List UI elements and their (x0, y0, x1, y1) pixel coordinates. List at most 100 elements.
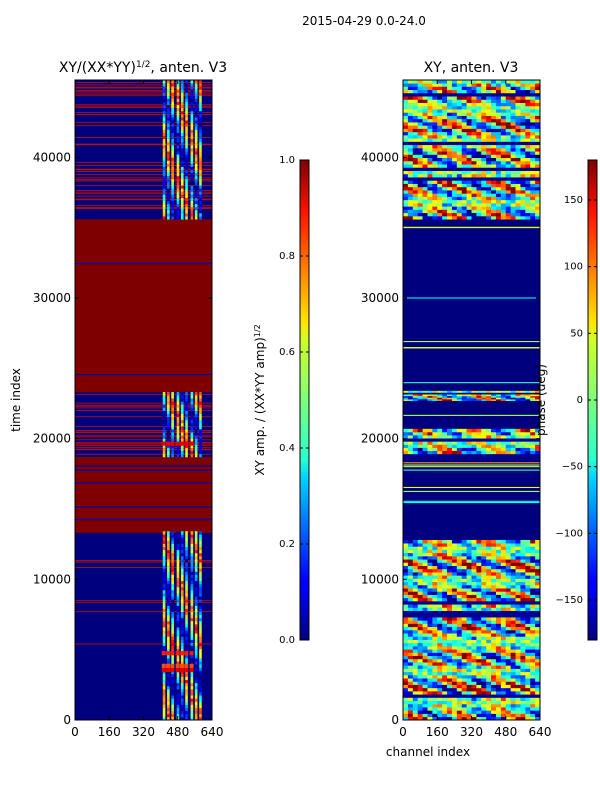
phase-cell (505, 164, 511, 168)
channel-cell (176, 419, 180, 424)
phase-cell (510, 453, 516, 458)
phase-cell (505, 543, 511, 547)
phase-cell (437, 713, 443, 718)
channel-cell (185, 562, 188, 566)
phase-cell (476, 450, 482, 455)
phase-cell (417, 629, 423, 634)
channel-cell (167, 95, 170, 99)
channel-cell (194, 129, 198, 133)
colorbar-tick-label: 1.0 (279, 155, 295, 166)
channel-cell (180, 689, 184, 693)
phase-cell (456, 549, 463, 554)
phase-cell (500, 450, 507, 455)
phase-cell (432, 716, 438, 720)
phase-cell (451, 390, 458, 393)
channel-cell (176, 704, 180, 708)
phase-cell (466, 636, 472, 640)
phase-cell (481, 199, 487, 204)
phase-cell (432, 89, 438, 94)
channel-cell (176, 132, 180, 137)
channel-cell (171, 151, 174, 155)
phase-cell (476, 700, 482, 705)
phase-cell (407, 154, 414, 159)
phase-cell (505, 626, 511, 631)
phase-cell (535, 392, 540, 395)
phase-cell (510, 216, 516, 220)
phase-cell (515, 584, 521, 589)
phase-cell (437, 431, 443, 436)
phase-cell (461, 209, 467, 214)
channel-cell (171, 565, 174, 569)
phase-cell (442, 206, 448, 210)
phase-cell (505, 89, 511, 94)
phase-cell (447, 206, 453, 210)
channel-cell (176, 138, 180, 143)
phase-cell (437, 206, 443, 210)
flag-line (75, 86, 212, 88)
phase-cell (500, 453, 507, 458)
phase-cell (525, 658, 531, 663)
channel-cell (176, 590, 180, 594)
phase-cell (505, 431, 511, 436)
channel-cell (180, 172, 184, 177)
phase-cell (432, 546, 438, 550)
phase-cell (466, 556, 472, 560)
phase-cell (486, 713, 492, 718)
x-tick-label: 640 (201, 725, 224, 739)
phase-cell (461, 539, 467, 544)
channel-cell (171, 438, 174, 442)
phase-cell (466, 652, 472, 656)
phase-cell (535, 694, 540, 698)
channel-cell (185, 203, 188, 208)
phase-cell (535, 578, 540, 583)
channel-cell (194, 658, 198, 662)
phase-cell (495, 190, 502, 194)
x-tick-label: 320 (460, 725, 483, 739)
phase-cell (491, 394, 497, 397)
phase-cell (456, 552, 463, 557)
phase-cell (437, 559, 443, 563)
channel-cell (185, 138, 188, 143)
phase-cell (481, 639, 487, 644)
phase-cell (500, 646, 507, 650)
channel-cell (167, 401, 170, 405)
hot-spot (170, 651, 175, 656)
channel-cell (171, 98, 174, 102)
channel-cell (199, 80, 202, 84)
phase-cell (451, 144, 458, 149)
phase-cell (403, 652, 409, 656)
phase-cell (451, 444, 458, 448)
phase-cell (461, 597, 467, 602)
phase-cell (486, 450, 492, 455)
phase-cell (451, 713, 458, 718)
phase-cell (535, 623, 540, 628)
channel-cell (167, 531, 170, 535)
phase-cell (530, 203, 536, 207)
channel-cell (199, 453, 202, 458)
phase-cell (451, 151, 458, 155)
phase-cell (442, 115, 448, 120)
phase-cell (451, 636, 458, 640)
phase-cell (407, 617, 414, 621)
phase-cell (510, 96, 516, 100)
channel-cell (162, 633, 166, 637)
phase-cell (403, 703, 409, 708)
flag-line (75, 169, 212, 171)
phase-cell (515, 196, 521, 201)
phase-cell (466, 588, 472, 592)
phase-cell (461, 678, 467, 682)
phase-cell (481, 180, 487, 184)
phase-cell (510, 138, 516, 142)
phase-cell (407, 565, 414, 570)
channel-cell (199, 172, 202, 177)
phase-cell (432, 620, 438, 624)
channel-cell (185, 679, 188, 684)
phase-cell (437, 568, 443, 573)
phase-cell (505, 697, 511, 702)
phase-cell (432, 678, 438, 682)
channel-cell (194, 596, 198, 600)
phase-cell (427, 203, 433, 207)
phase-cell (486, 109, 492, 113)
phase-cell (451, 183, 458, 188)
phase-cell (495, 559, 502, 563)
